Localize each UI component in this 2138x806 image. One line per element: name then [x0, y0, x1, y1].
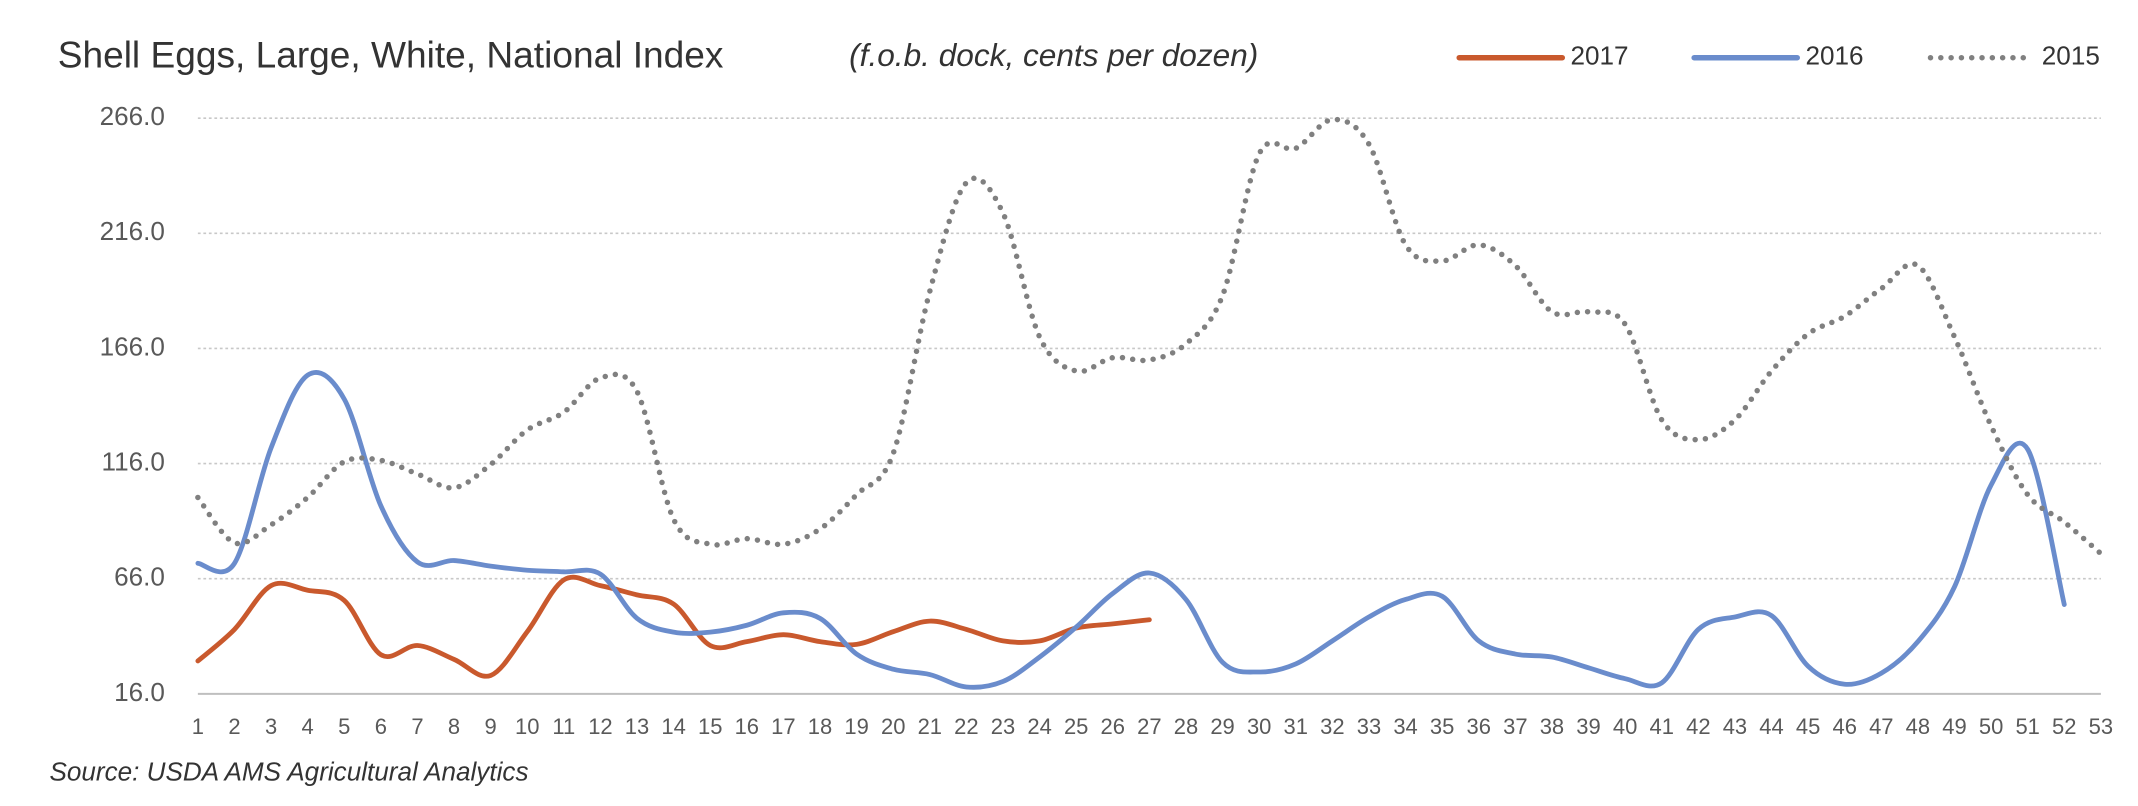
- x-tick-label: 32: [1320, 714, 1344, 739]
- x-tick-label: 22: [954, 714, 978, 739]
- x-tick-label: 33: [1357, 714, 1381, 739]
- chart-subtitle: (f.o.b. dock, cents per dozen): [849, 37, 1258, 73]
- x-tick-label: 38: [1540, 714, 1564, 739]
- x-tick-label: 28: [1174, 714, 1198, 739]
- x-tick-label: 48: [1906, 714, 1930, 739]
- x-tick-label: 2: [228, 714, 240, 739]
- x-tick-label: 39: [1576, 714, 1600, 739]
- x-tick-label: 17: [771, 714, 795, 739]
- y-tick-label: 216.0: [100, 216, 165, 246]
- x-tick-label: 50: [1979, 714, 2003, 739]
- x-tick-label: 18: [808, 714, 832, 739]
- legend-label: 2016: [1805, 41, 1863, 71]
- x-tick-label: 45: [1796, 714, 1820, 739]
- y-tick-label: 66.0: [114, 562, 165, 592]
- x-tick-label: 31: [1284, 714, 1308, 739]
- x-tick-label: 36: [1467, 714, 1491, 739]
- x-tick-label: 46: [1832, 714, 1856, 739]
- x-tick-label: 15: [698, 714, 722, 739]
- x-tick-label: 6: [375, 714, 387, 739]
- x-tick-label: 23: [991, 714, 1015, 739]
- x-tick-label: 3: [265, 714, 277, 739]
- x-tick-label: 34: [1393, 714, 1417, 739]
- x-tick-label: 47: [1869, 714, 1893, 739]
- x-tick-label: 43: [1723, 714, 1747, 739]
- x-tick-label: 12: [588, 714, 612, 739]
- x-tick-label: 53: [2089, 714, 2113, 739]
- x-tick-label: 35: [1430, 714, 1454, 739]
- source-note: Source: USDA AMS Agricultural Analytics: [49, 756, 528, 786]
- y-tick-label: 166.0: [100, 331, 165, 361]
- x-tick-label: 9: [485, 714, 497, 739]
- chart-title: Shell Eggs, Large, White, National Index: [58, 34, 724, 76]
- x-tick-label: 26: [1101, 714, 1125, 739]
- x-tick-label: 30: [1247, 714, 1271, 739]
- x-tick-label: 52: [2052, 714, 2076, 739]
- x-tick-label: 20: [881, 714, 905, 739]
- x-tick-label: 14: [661, 714, 685, 739]
- x-tick-label: 7: [411, 714, 423, 739]
- x-tick-label: 16: [735, 714, 759, 739]
- x-tick-label: 42: [1686, 714, 1710, 739]
- x-tick-label: 27: [1137, 714, 1161, 739]
- x-tick-label: 29: [1210, 714, 1234, 739]
- x-tick-label: 41: [1650, 714, 1674, 739]
- y-tick-label: 16.0: [114, 677, 165, 707]
- x-tick-label: 10: [515, 714, 539, 739]
- x-tick-label: 11: [552, 714, 575, 739]
- x-tick-label: 13: [625, 714, 649, 739]
- x-tick-label: 24: [1027, 714, 1051, 739]
- x-tick-label: 4: [302, 714, 314, 739]
- x-tick-label: 40: [1613, 714, 1637, 739]
- x-tick-label: 19: [844, 714, 868, 739]
- x-tick-label: 1: [192, 714, 204, 739]
- x-tick-label: 8: [448, 714, 460, 739]
- y-tick-label: 266.0: [100, 101, 165, 131]
- x-tick-label: 5: [338, 714, 350, 739]
- x-tick-label: 21: [918, 714, 942, 739]
- legend-label: 2017: [1571, 41, 1629, 71]
- x-tick-label: 25: [1064, 714, 1088, 739]
- x-tick-label: 49: [1942, 714, 1966, 739]
- x-tick-label: 51: [2015, 714, 2039, 739]
- legend-label: 2015: [2042, 41, 2100, 71]
- line-series: [195, 370, 2067, 690]
- x-tick-label: 37: [1503, 714, 1527, 739]
- line-series: [195, 116, 2104, 557]
- y-tick-label: 116.0: [102, 446, 165, 476]
- line-series: [195, 574, 1152, 679]
- x-tick-label: 44: [1759, 714, 1783, 739]
